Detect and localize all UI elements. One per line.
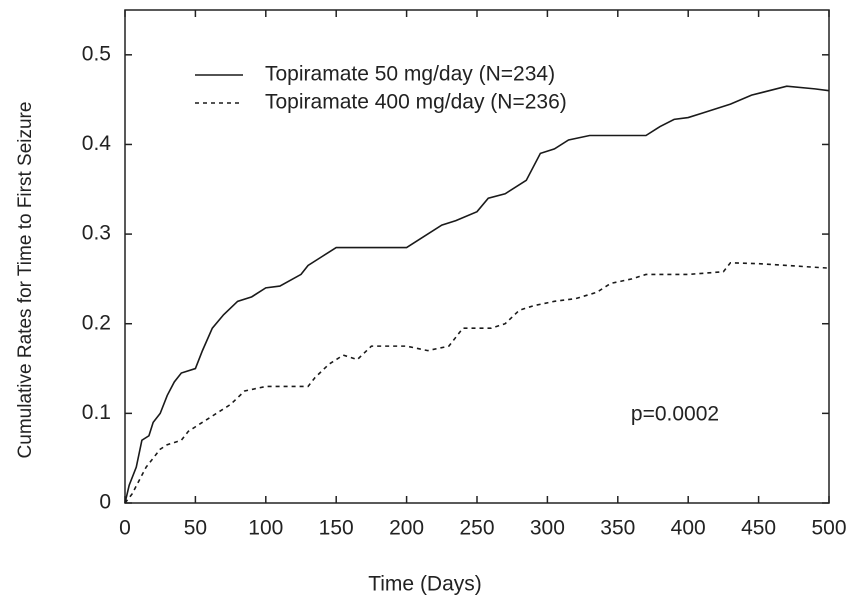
series-line xyxy=(124,261,830,504)
legend-label: Topiramate 400 mg/day (N=236) xyxy=(265,91,567,114)
legend-label: Topiramate 50 mg/day (N=234) xyxy=(265,63,555,86)
x-tick-label: 50 xyxy=(184,517,207,540)
x-tick-label: 0 xyxy=(119,517,131,540)
y-tick-label: 0.2 xyxy=(82,311,111,334)
y-tick-label: 0.5 xyxy=(82,42,111,65)
series-line xyxy=(124,85,830,504)
x-tick-label: 100 xyxy=(248,517,283,540)
x-tick-label: 200 xyxy=(389,517,424,540)
x-tick-label: 300 xyxy=(530,517,565,540)
annotation: p=0.0002 xyxy=(631,403,719,426)
x-tick-label: 250 xyxy=(459,517,494,540)
x-tick-label: 400 xyxy=(671,517,706,540)
y-tick-label: 0.4 xyxy=(82,132,112,155)
y-tick-label: 0 xyxy=(99,491,111,514)
x-tick-label: 150 xyxy=(319,517,354,540)
x-tick-label: 500 xyxy=(811,517,846,540)
y-tick-label: 0.1 xyxy=(82,401,111,424)
x-axis-label: Time (Days) xyxy=(368,573,482,596)
y-tick-label: 0.3 xyxy=(82,222,111,245)
x-tick-label: 450 xyxy=(741,517,776,540)
y-axis-label: Cumulative Rates for Time to First Seizu… xyxy=(15,102,36,459)
x-tick-label: 350 xyxy=(600,517,635,540)
